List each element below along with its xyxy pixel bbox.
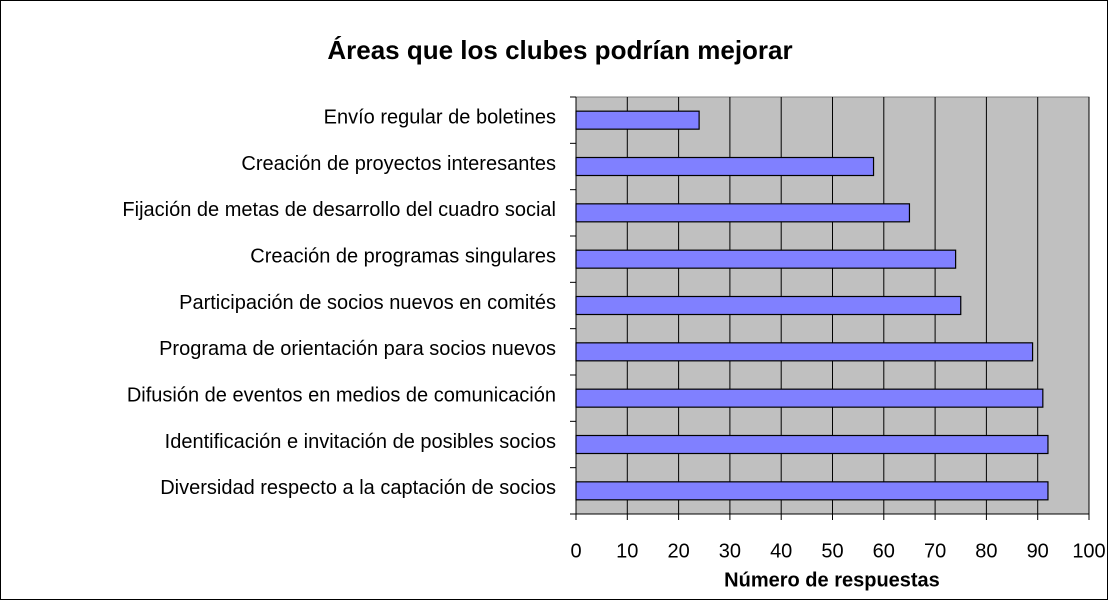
- bar: [575, 342, 1034, 362]
- x-tick-label: 0: [570, 540, 581, 562]
- chart-title: Áreas que los clubes podrían mejorar: [327, 35, 792, 65]
- y-tick-label: Envío regular de boletines: [324, 106, 556, 128]
- y-tick-label: Identificación e invitación de posibles …: [165, 431, 556, 453]
- bar: [575, 295, 962, 316]
- bar: [575, 203, 911, 223]
- x-tick-label: 90: [1027, 540, 1049, 562]
- bar: [575, 156, 875, 177]
- y-tick-label: Programa de orientación para socios nuev…: [159, 338, 556, 360]
- x-tick-label: 80: [975, 540, 997, 562]
- x-tick-label: 30: [719, 540, 741, 562]
- y-tick-label: Difusión de eventos en medios de comunic…: [127, 384, 556, 406]
- y-tick-label: Creación de programas singulares: [250, 245, 556, 267]
- x-axis-label: Número de respuestas: [724, 569, 940, 591]
- x-tick-label: 50: [821, 540, 843, 562]
- bar: [575, 110, 700, 130]
- x-tick-label: 10: [616, 540, 638, 562]
- x-tick-label: 40: [770, 540, 792, 562]
- y-tick-label: Diversidad respecto a la captación de so…: [160, 477, 556, 499]
- y-tick-label: Creación de proyectos interesantes: [241, 153, 556, 175]
- bar: [575, 388, 1044, 408]
- bar: [575, 249, 957, 269]
- x-tick-label: 70: [924, 540, 946, 562]
- y-tick-label: Participación de socios nuevos en comité…: [179, 292, 556, 314]
- x-tick-label: 20: [667, 540, 689, 562]
- y-tick-label: Fijación de metas de desarrollo del cuad…: [122, 199, 556, 221]
- bar: [575, 481, 1049, 501]
- bar: [575, 434, 1049, 455]
- x-tick-label: 60: [873, 540, 895, 562]
- x-tick-label: 100: [1072, 540, 1105, 562]
